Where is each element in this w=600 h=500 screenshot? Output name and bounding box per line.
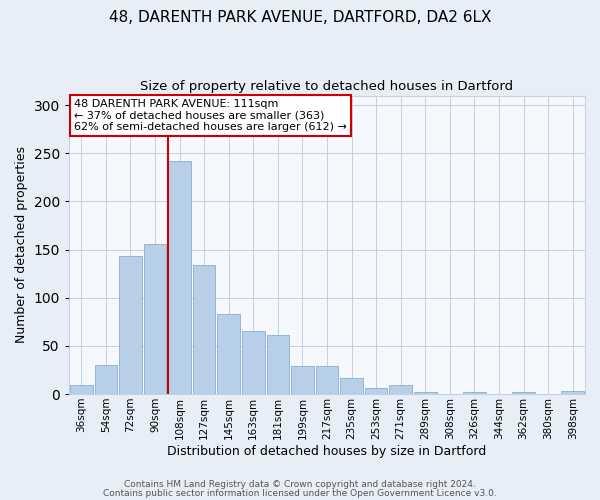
- Bar: [316, 366, 338, 394]
- Bar: [168, 161, 191, 394]
- Bar: [70, 386, 92, 394]
- Bar: [340, 378, 363, 394]
- Bar: [119, 256, 142, 394]
- Bar: [562, 391, 584, 394]
- Text: Contains public sector information licensed under the Open Government Licence v3: Contains public sector information licen…: [103, 488, 497, 498]
- Bar: [242, 332, 265, 394]
- Bar: [193, 265, 215, 394]
- Bar: [365, 388, 388, 394]
- Text: 48 DARENTH PARK AVENUE: 111sqm
← 37% of detached houses are smaller (363)
62% of: 48 DARENTH PARK AVENUE: 111sqm ← 37% of …: [74, 98, 347, 132]
- Text: 48, DARENTH PARK AVENUE, DARTFORD, DA2 6LX: 48, DARENTH PARK AVENUE, DARTFORD, DA2 6…: [109, 10, 491, 25]
- Bar: [95, 365, 117, 394]
- Bar: [143, 244, 166, 394]
- Bar: [389, 386, 412, 394]
- Text: Contains HM Land Registry data © Crown copyright and database right 2024.: Contains HM Land Registry data © Crown c…: [124, 480, 476, 489]
- Bar: [266, 336, 289, 394]
- Bar: [217, 314, 240, 394]
- Bar: [414, 392, 437, 394]
- Bar: [512, 392, 535, 394]
- Bar: [463, 392, 486, 394]
- X-axis label: Distribution of detached houses by size in Dartford: Distribution of detached houses by size …: [167, 444, 487, 458]
- Title: Size of property relative to detached houses in Dartford: Size of property relative to detached ho…: [140, 80, 514, 93]
- Bar: [291, 366, 314, 394]
- Y-axis label: Number of detached properties: Number of detached properties: [15, 146, 28, 344]
